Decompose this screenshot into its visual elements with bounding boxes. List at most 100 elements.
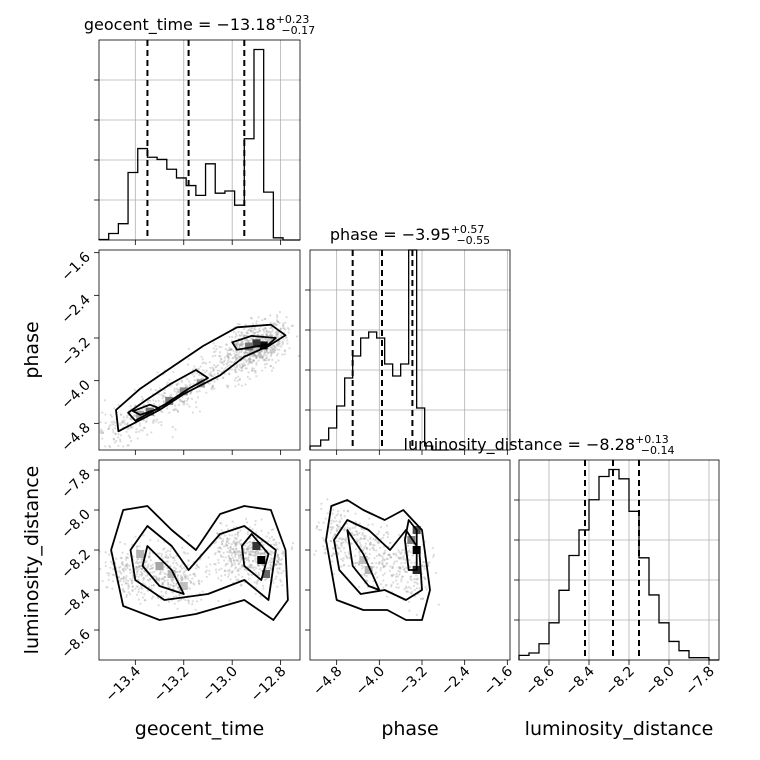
title-geocent_time: geocent_time = −13.18+0.23 −0.17 xyxy=(84,13,315,37)
density-cell xyxy=(252,542,261,550)
sample-point xyxy=(277,359,280,362)
sample-point xyxy=(379,525,383,529)
sample-point xyxy=(409,591,412,595)
sample-point xyxy=(237,554,241,557)
sample-point xyxy=(228,551,231,554)
sample-point xyxy=(282,554,285,557)
sample-point xyxy=(247,328,251,331)
sample-point xyxy=(407,590,410,593)
sample-point xyxy=(331,554,334,557)
sample-point xyxy=(397,566,400,569)
sample-point xyxy=(131,579,134,582)
sample-point xyxy=(181,400,184,404)
sample-point xyxy=(229,578,232,581)
sample-point xyxy=(152,399,155,402)
sample-point xyxy=(216,377,219,380)
sample-point xyxy=(423,564,427,567)
sample-point xyxy=(361,533,364,536)
panel-background xyxy=(310,250,510,450)
sample-point xyxy=(378,554,381,557)
sample-point xyxy=(332,535,336,538)
sample-point xyxy=(374,539,377,542)
sample-point xyxy=(257,333,260,336)
sample-point xyxy=(138,566,141,569)
sample-point xyxy=(190,397,194,400)
sample-point xyxy=(240,342,243,345)
sample-point xyxy=(272,538,276,541)
sample-point xyxy=(224,544,227,548)
sample-point xyxy=(260,369,264,372)
sample-point xyxy=(198,592,202,595)
sample-point xyxy=(254,592,257,595)
sample-point xyxy=(253,332,256,335)
sample-point xyxy=(358,532,361,535)
sample-point xyxy=(262,328,265,332)
sample-point xyxy=(250,553,253,557)
sample-point xyxy=(240,565,243,568)
sample-point xyxy=(385,557,388,560)
sample-point xyxy=(235,366,239,369)
sample-point xyxy=(209,366,212,369)
sample-point xyxy=(231,556,235,559)
sample-point xyxy=(243,351,246,354)
sample-point xyxy=(276,344,279,347)
sample-point xyxy=(265,577,268,581)
sample-point xyxy=(276,554,279,557)
sample-point xyxy=(234,543,237,546)
sample-point xyxy=(234,550,237,553)
sample-point xyxy=(269,550,272,553)
sample-point xyxy=(423,576,426,579)
sample-point xyxy=(235,354,238,357)
sample-point xyxy=(319,528,322,532)
sample-point xyxy=(122,421,125,424)
sample-point xyxy=(415,581,418,584)
sample-point xyxy=(193,583,196,586)
sample-point xyxy=(193,379,196,382)
sample-point xyxy=(216,378,219,381)
sample-point xyxy=(274,361,277,364)
sample-point xyxy=(123,542,127,546)
sample-point xyxy=(394,575,398,578)
sample-point xyxy=(227,353,230,356)
sample-point xyxy=(245,360,248,363)
sample-point xyxy=(214,350,217,353)
sample-point xyxy=(121,589,124,592)
sample-point xyxy=(246,565,250,568)
sample-point xyxy=(276,561,279,564)
sample-point xyxy=(102,451,104,453)
sample-point xyxy=(272,538,275,541)
sample-point xyxy=(355,530,358,533)
sample-point xyxy=(356,539,360,542)
sample-point xyxy=(234,357,238,360)
sample-point xyxy=(135,567,138,570)
sample-point xyxy=(139,429,142,432)
sample-point xyxy=(262,552,265,556)
sample-point xyxy=(138,422,142,425)
sample-point xyxy=(353,533,356,537)
sample-point xyxy=(249,361,252,364)
sample-point xyxy=(251,559,255,563)
sample-point xyxy=(263,338,267,341)
sample-point xyxy=(164,573,167,576)
sample-point xyxy=(395,572,398,576)
sample-point xyxy=(231,563,234,567)
sample-point xyxy=(126,566,129,570)
sample-point xyxy=(213,380,216,383)
sample-point xyxy=(274,346,277,349)
sample-point xyxy=(321,536,324,540)
sample-point xyxy=(253,553,256,557)
sample-point xyxy=(248,544,251,548)
sample-point xyxy=(395,554,398,557)
sample-point xyxy=(252,539,256,543)
sample-point xyxy=(353,533,356,537)
sample-point xyxy=(196,396,200,399)
sample-point xyxy=(172,584,175,588)
sample-point xyxy=(373,573,377,576)
sample-point xyxy=(276,570,279,573)
sample-point xyxy=(275,547,279,550)
sample-point xyxy=(335,530,339,533)
sample-point xyxy=(122,580,125,583)
sample-point xyxy=(276,348,279,351)
sample-point xyxy=(228,533,231,537)
sample-point xyxy=(231,551,234,555)
